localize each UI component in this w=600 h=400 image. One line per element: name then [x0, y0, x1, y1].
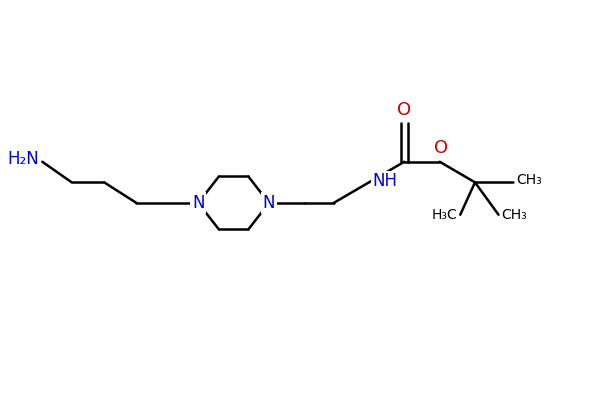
Text: O: O [397, 101, 412, 119]
Text: O: O [434, 139, 448, 157]
Text: NH: NH [372, 172, 397, 190]
Text: H₂N: H₂N [8, 150, 40, 168]
Text: N: N [263, 194, 275, 212]
Text: N: N [192, 194, 205, 212]
Text: CH₃: CH₃ [516, 173, 542, 187]
Text: H₃C: H₃C [431, 208, 457, 222]
Text: CH₃: CH₃ [502, 208, 527, 222]
